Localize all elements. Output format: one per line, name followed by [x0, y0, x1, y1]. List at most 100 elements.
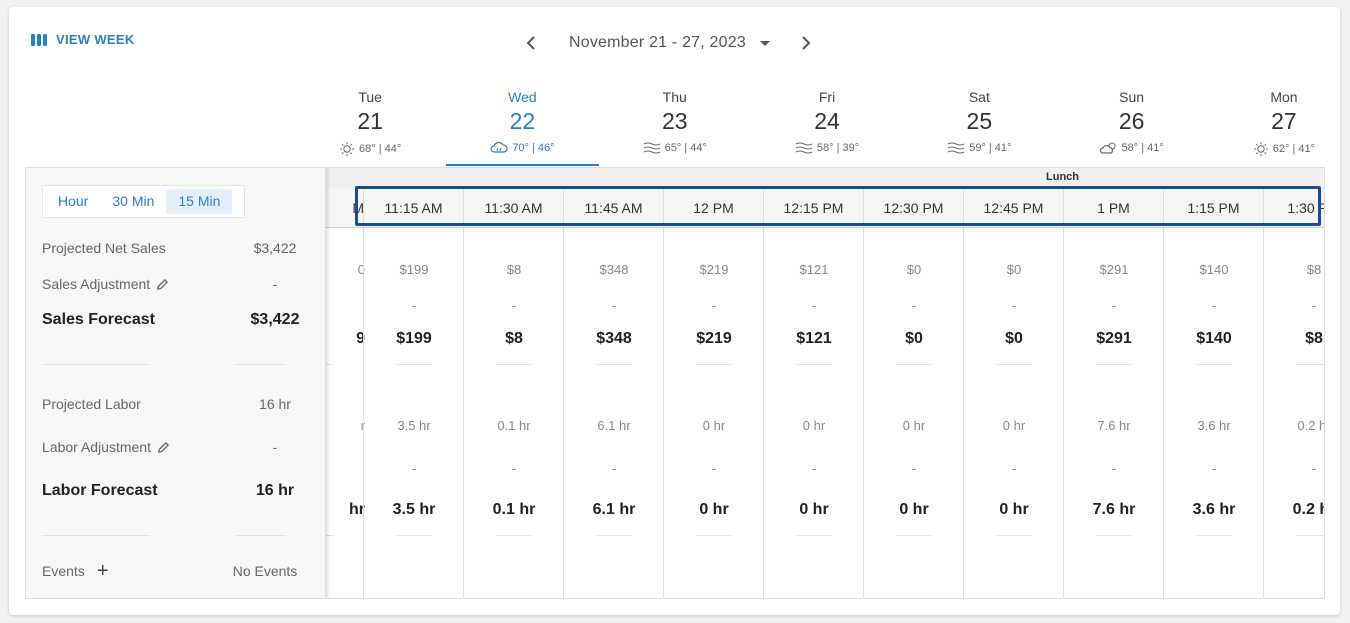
interval-forecast: $348 — [596, 330, 632, 347]
labor-forecast-row: Labor Forecast 16 hr — [42, 482, 300, 500]
divider — [1196, 364, 1232, 365]
interval-time: 1:30 PM — [1287, 200, 1324, 216]
interval-sales: $291 — [1099, 262, 1129, 277]
sun-icon — [339, 141, 355, 157]
divider — [596, 364, 632, 365]
divider — [996, 535, 1032, 536]
divider — [696, 364, 732, 365]
edit-sales-adjustment-icon[interactable] — [156, 278, 169, 291]
interval-ladj: - — [911, 461, 917, 476]
day-name: Sun — [1119, 89, 1145, 105]
interval-ladj: - — [1011, 461, 1017, 476]
add-event-icon[interactable]: + — [96, 560, 109, 582]
interval-lforecast: 0.1 hr — [492, 501, 536, 518]
interval-ladj: - — [411, 461, 417, 476]
interval-lforecast: 0 hr — [699, 501, 729, 518]
divider — [496, 535, 532, 536]
sales-adjustment-row: Sales Adjustment - — [42, 276, 300, 292]
granularity-option-30-min[interactable]: 30 Min — [112, 193, 155, 209]
daypart-band — [326, 168, 1324, 188]
caret-down-icon[interactable] — [759, 40, 770, 46]
interval-sales: $0 — [906, 262, 922, 277]
divider — [1296, 364, 1324, 365]
day-temps: 58° | 39° — [816, 142, 860, 154]
interval-time: 12:15 PM — [783, 200, 844, 216]
date-navigation: November 21 - 27, 2023 — [519, 30, 818, 56]
interval-lforecast: 0 hr — [999, 501, 1029, 518]
labor-adjustment-row: Labor Adjustment - — [42, 439, 300, 455]
interval-grid: Lunch M 0 9 r hr 11:15 AM $199 - $199 3.5 hr - 3.5 … — [26, 168, 1324, 598]
divider — [236, 535, 286, 536]
wind-icon — [795, 141, 813, 155]
interval-adj: - — [611, 298, 617, 313]
day-tab-wed[interactable]: Wed 22 70° | 46° — [446, 87, 599, 167]
day-tab-tue[interactable]: Tue 21 68° | 44° — [294, 87, 446, 167]
interval-labor: 0.1 hr — [497, 418, 531, 433]
day-name: Fri — [818, 89, 836, 105]
next-week-button[interactable] — [792, 30, 818, 56]
day-number: 23 — [661, 108, 688, 134]
divider — [596, 535, 632, 536]
day-number: 27 — [1271, 108, 1297, 134]
day-number: 26 — [1118, 108, 1145, 134]
forecast-panel: Lunch M 0 9 r hr 11:15 AM $199 - $199 3.5 hr - 3.5 … — [25, 167, 1325, 599]
day-weather: 58° | 39° — [751, 141, 903, 155]
day-tab-fri[interactable]: Fri 24 58° | 39° — [751, 87, 903, 167]
interval-sales: $8 — [1306, 262, 1322, 277]
divider — [396, 535, 432, 536]
chevron-right-icon — [802, 36, 811, 50]
day-tab-sat[interactable]: Sat 25 59° | 41° — [903, 87, 1055, 167]
interval-adj: - — [711, 298, 717, 313]
interval-sales: $0 — [1006, 262, 1022, 277]
interval-column: 1:15 PM $140 - $140 3.6 hr - 3.6 hr — [1163, 188, 1263, 598]
day-tab-thu[interactable]: Thu 23 65° | 44° — [599, 87, 751, 167]
day-weather: 59° | 41° — [903, 141, 1055, 155]
interval-adj: - — [511, 298, 517, 313]
interval-ladj: - — [711, 461, 717, 476]
interval-forecast: $219 — [696, 330, 732, 347]
date-range-label[interactable]: November 21 - 27, 2023 — [569, 34, 746, 51]
projected-net-sales-value: $3,422 — [253, 240, 297, 256]
day-number: 24 — [814, 108, 840, 134]
granularity-option-hour[interactable]: Hour — [58, 193, 89, 209]
interval-time: 1 PM — [1097, 200, 1130, 216]
granularity-option-15-min[interactable]: 15 Min — [166, 189, 233, 214]
projected-net-sales-label: Projected Net Sales — [42, 240, 166, 256]
interval-time: 12:45 PM — [983, 200, 1044, 216]
events-row: Events + No Events — [42, 560, 300, 582]
interval-column: 11:15 AM $199 - $199 3.5 hr - 3.5 hr — [363, 188, 463, 598]
day-tab-mon[interactable]: Mon 27 62° | 41° — [1208, 87, 1350, 167]
view-week-button[interactable]: VIEW WEEK — [31, 32, 135, 47]
edit-labor-adjustment-icon[interactable] — [157, 441, 170, 454]
interval-time: 11:30 AM — [484, 200, 543, 216]
interval-column: 12 PM $219 - $219 0 hr - 0 hr — [663, 188, 763, 598]
interval-time: 12:30 PM — [883, 200, 944, 216]
interval-labor: 6.1 hr — [597, 418, 631, 433]
interval-labor: 3.5 hr — [397, 418, 431, 433]
divider — [796, 535, 832, 536]
sales-forecast-value: $3,422 — [250, 311, 300, 328]
previous-week-button[interactable] — [519, 30, 545, 56]
interval-ladj: - — [511, 461, 517, 476]
day-weather: 68° | 44° — [294, 141, 446, 157]
day-tab-sun[interactable]: Sun 26 58° | 41° — [1055, 87, 1207, 167]
granularity-toggle: Hour 30 Min 15 Min — [42, 185, 245, 218]
interval-time: 1:15 PM — [1187, 200, 1240, 216]
interval-column: 1:30 PM $8 - $8 0.2 hr - 0.2 hr — [1263, 188, 1324, 598]
day-name: Thu — [662, 89, 687, 105]
day-name: Wed — [508, 89, 537, 105]
interval-lforecast: 6.1 hr — [592, 501, 636, 518]
day-tabs: Tue 21 68° | 44° Wed 22 70° | 46° Thu 23 65° | 4… — [294, 87, 1350, 167]
interval-sales: $140 — [1199, 262, 1229, 277]
interval-forecast: $8 — [1305, 330, 1323, 347]
divider — [496, 364, 532, 365]
day-name: Sat — [968, 89, 990, 105]
divider — [1296, 535, 1324, 536]
interval-labor: 0 hr — [702, 418, 726, 433]
interval-labor: 0 hr — [802, 418, 826, 433]
day-number: 21 — [357, 108, 383, 134]
divider — [896, 364, 932, 365]
interval-time: M — [352, 200, 364, 216]
interval-lforecast: hr — [349, 501, 365, 518]
interval-adj: - — [1111, 298, 1117, 313]
